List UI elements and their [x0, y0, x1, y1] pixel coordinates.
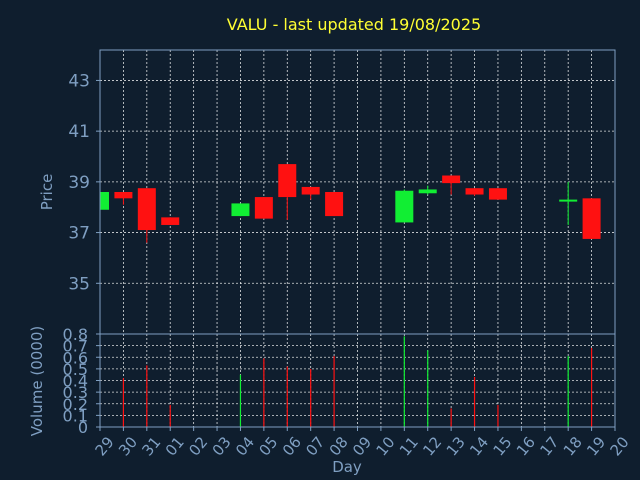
candle-14 [465, 188, 484, 196]
x-tick-label: 04 [232, 433, 258, 459]
price-tick-label: 43 [68, 71, 90, 91]
candle-04 [231, 203, 250, 217]
candle-body [325, 192, 344, 217]
x-tick-label: 14 [466, 433, 492, 459]
price-tick-label: 39 [68, 173, 90, 193]
candle-body [231, 203, 250, 217]
candle-19 [582, 198, 601, 239]
candle-body [254, 197, 273, 219]
candle-06 [278, 164, 297, 220]
volume-axis-label: Volume (0000) [28, 326, 46, 436]
x-tick-label: 18 [560, 433, 586, 459]
volume-tick-label: 0.4 [63, 372, 88, 391]
candle-30 [114, 192, 133, 205]
x-tick-label: 31 [138, 433, 164, 459]
volume-tick-label: 0.7 [63, 337, 88, 356]
x-tick-label: 19 [583, 433, 609, 459]
x-tick-label: 30 [115, 433, 141, 459]
price-y-ticks: 35 37 39 41 43 [68, 71, 100, 294]
x-tick-label: 05 [255, 433, 281, 459]
x-tick-label: 11 [396, 433, 422, 459]
price-tick-label: 35 [68, 274, 90, 294]
candles [99, 164, 601, 243]
candle-body [114, 192, 133, 199]
candle-body [582, 198, 601, 239]
candle-body [559, 199, 578, 202]
candle-08 [325, 192, 344, 217]
volume-tick-label: 0.1 [63, 406, 88, 425]
x-tick-label: 16 [513, 433, 539, 459]
x-tick-label: 10 [372, 433, 398, 459]
candle-body [161, 217, 180, 225]
x-tick-label: 29 [92, 433, 118, 459]
price-grid [100, 50, 615, 334]
candle-15 [488, 188, 507, 200]
x-tick-label: 07 [302, 433, 328, 459]
candle-07 [301, 186, 320, 200]
volume-tick-label: 0.5 [63, 360, 88, 379]
candle-body [488, 188, 507, 200]
volume-panel: 00.10.20.30.40.50.60.70.8 [63, 325, 616, 437]
volume-grid [100, 333, 615, 428]
candle-body [442, 175, 461, 184]
candle-body [137, 188, 156, 231]
candle-body [395, 190, 414, 223]
candle-12 [418, 185, 437, 195]
candle-body [100, 192, 109, 210]
x-tick-label: 15 [490, 433, 516, 459]
volume-tick-label: 0.6 [63, 348, 88, 367]
candle-01 [161, 217, 180, 225]
candle-body [278, 164, 297, 198]
candle-11 [395, 189, 414, 223]
x-ticks: 2930310102030405060708091011121314151617… [92, 427, 633, 459]
x-tick-label: 08 [326, 433, 352, 459]
chart-title: VALU - last updated 19/08/2025 [227, 15, 481, 34]
x-tick-label: 02 [185, 433, 211, 459]
x-tick-label: 03 [209, 433, 235, 459]
candle-body [465, 188, 484, 195]
volume-tick-label: 0 [78, 418, 88, 437]
x-tick-label: 06 [279, 433, 305, 459]
candle-body [418, 189, 437, 194]
x-tick-label: 20 [607, 433, 633, 459]
price-panel: 35 37 39 41 43 [68, 49, 616, 335]
candle-31 [137, 188, 156, 243]
volume-tick-label: 0.3 [63, 383, 88, 402]
candle-body [301, 186, 320, 195]
price-tick-label: 37 [68, 224, 90, 244]
price-axis-label: Price [38, 174, 56, 211]
volume-bars [122, 336, 593, 427]
x-tick-label: 17 [536, 433, 562, 459]
candle-05 [254, 197, 273, 219]
x-tick-label: 01 [162, 433, 188, 459]
candle-18 [559, 181, 578, 225]
price-tick-label: 41 [68, 122, 90, 142]
candle-13 [442, 175, 461, 195]
volume-y-ticks: 00.10.20.30.40.50.60.70.8 [63, 325, 100, 437]
volume-tick-label: 0.2 [63, 395, 88, 414]
x-tick-label: 12 [419, 433, 445, 459]
x-axis-label: Day [332, 458, 362, 476]
volume-tick-label: 0.8 [63, 325, 88, 344]
candle-29 [99, 192, 109, 210]
x-tick-label: 09 [349, 433, 375, 459]
x-tick-label: 13 [443, 433, 469, 459]
